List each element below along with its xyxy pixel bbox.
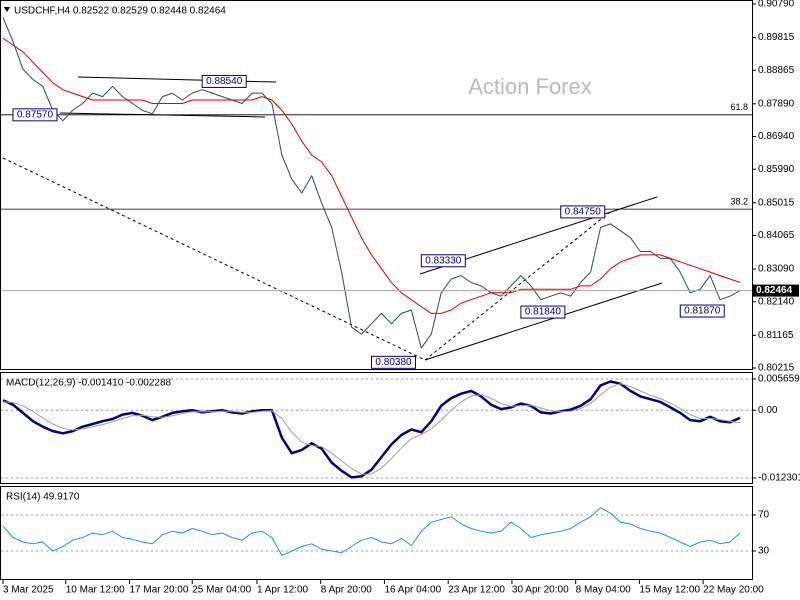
price-label: 0.82464 xyxy=(756,285,793,296)
menu-arrow xyxy=(4,7,10,12)
series-line xyxy=(2,17,741,349)
annotation-box xyxy=(201,74,247,88)
series-line xyxy=(2,383,741,475)
series-line xyxy=(2,380,741,479)
y-tick-label: 0.87890 xyxy=(758,98,795,109)
annotation-box xyxy=(560,205,606,219)
y-tick-label: 0.00 xyxy=(758,405,778,416)
annotation-box xyxy=(420,254,466,268)
annotation-label: 0.83330 xyxy=(425,255,462,266)
annotation-label: 0.84750 xyxy=(565,207,602,218)
annotation-box xyxy=(371,355,416,369)
annotation-label: 0.81870 xyxy=(684,306,721,317)
pane-title: RSI(14) 49.9170 xyxy=(6,492,80,503)
annotation-label: 0.87570 xyxy=(17,109,54,120)
y-tick-label: 0.85015 xyxy=(758,197,795,208)
x-tick-label: 1 Apr 12:00 xyxy=(257,585,309,596)
y-tick-label: 0.005659 xyxy=(758,374,800,385)
series-line xyxy=(2,37,741,314)
y-tick-label: 0.89815 xyxy=(758,32,795,43)
x-tick-label: 8 May 04:00 xyxy=(576,585,631,596)
pane-frame xyxy=(0,486,753,580)
x-tick-label: 30 Apr 20:00 xyxy=(512,585,569,596)
annotation-label: 0.81840 xyxy=(525,307,562,318)
x-tick-label: 22 May 20:00 xyxy=(703,585,764,596)
annotation-box xyxy=(679,304,725,318)
y-tick-label: 0.86940 xyxy=(758,131,795,142)
y-tick-label: 0.84065 xyxy=(758,230,795,241)
pane-frame xyxy=(0,372,753,484)
x-tick-label: 25 Mar 04:00 xyxy=(192,585,251,596)
x-tick-label: 8 Apr 20:00 xyxy=(321,585,373,596)
x-tick-label: 10 Mar 12:00 xyxy=(66,585,125,596)
y-tick-label: 0.80215 xyxy=(758,363,795,374)
annotation-box xyxy=(12,108,58,122)
channel-line xyxy=(424,282,663,361)
y-tick-label: 0.85990 xyxy=(758,164,795,175)
x-tick-label: 23 Apr 12:00 xyxy=(448,585,505,596)
x-tick-label: 3 Mar 2025 xyxy=(3,585,54,596)
pane-title: USDCHF,H4 0.82522 0.82529 0.82448 0.8246… xyxy=(14,6,226,17)
annotation-label: 0.88540 xyxy=(206,76,243,87)
x-tick-label: 15 May 12:00 xyxy=(639,585,700,596)
watermark: Action Forex xyxy=(468,74,592,99)
x-tick-label: 17 Mar 20:00 xyxy=(129,585,188,596)
y-tick-label: 0.81165 xyxy=(758,330,794,341)
pane-frame xyxy=(0,0,753,370)
y-tick-label: -0.012301 xyxy=(758,473,800,484)
y-tick-label: 30 xyxy=(758,546,770,557)
y-tick-label: 0.88865 xyxy=(758,65,795,76)
level-label: 61.8 xyxy=(730,102,748,112)
y-tick-label: 0.83090 xyxy=(758,264,795,275)
y-tick-label: 0.90790 xyxy=(758,0,795,10)
annotation-box xyxy=(520,305,566,319)
series-line xyxy=(2,507,741,556)
y-tick-label: 70 xyxy=(758,510,770,521)
price-box xyxy=(753,284,799,297)
level-label: 38.2 xyxy=(730,197,748,207)
x-tick-label: 16 Apr 04:00 xyxy=(384,585,441,596)
pane-title: MACD(12,26,9) -0.001410 -0.002288 xyxy=(6,378,172,389)
y-tick-label: 0.82140 xyxy=(758,296,795,307)
annotation-label: 0.80380 xyxy=(375,357,412,368)
